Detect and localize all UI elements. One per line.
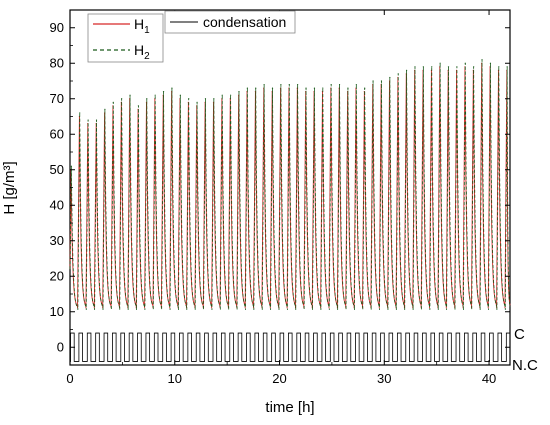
peak-point-h2	[355, 83, 357, 86]
peak-point-h2	[79, 112, 81, 114]
peak-point-h2	[146, 98, 148, 100]
peak-point-h2	[204, 98, 207, 100]
peak-point-h2	[397, 73, 399, 75]
y-tick-label: 90	[50, 20, 64, 35]
legend-label-condensation: condensation	[203, 14, 286, 30]
peak-point-h2	[456, 66, 458, 68]
peak-point-h2	[330, 83, 332, 86]
y-tick-label: 70	[50, 91, 64, 106]
legend-label-h2: H2	[134, 42, 150, 62]
ticks-layer: 0 10 20 30 40 50 60 70 80 90 0 10 20 30 40	[50, 9, 510, 386]
peak-point-h2	[481, 59, 483, 61]
x-tick-label: 40	[482, 371, 496, 386]
peak-point-h2	[70, 165, 72, 167]
legend: H1 H2 condensation	[87, 10, 296, 63]
peak-point-h2	[506, 66, 508, 68]
peak-point-h2	[87, 119, 89, 121]
peak-point-h2	[322, 87, 324, 89]
peak-point-h2	[188, 98, 190, 100]
peak-point-h2	[230, 94, 232, 96]
x-tick-label: 10	[168, 371, 182, 386]
x-tick-label: 30	[377, 371, 391, 386]
x-axis-title: time [h]	[265, 399, 314, 416]
peak-point-h2	[255, 87, 257, 89]
legend-box-1	[87, 13, 164, 63]
legend-label-h1: H1	[134, 16, 150, 36]
peak-point-h2	[431, 66, 433, 68]
peak-point-h2	[154, 94, 156, 96]
peak-point-h2	[489, 62, 492, 64]
y-axis-title: H [g/m³]	[1, 161, 18, 214]
peak-point-h2	[171, 87, 173, 89]
peak-point-h2	[498, 66, 500, 68]
y-tick-label: 10	[50, 304, 64, 319]
series-layer	[69, 59, 511, 362]
peak-point-h2	[129, 94, 131, 96]
y-tick-label: 20	[50, 268, 64, 283]
peak-point-h2	[179, 94, 181, 96]
x-tick-label: 0	[66, 371, 73, 386]
peak-point-h2	[389, 76, 391, 79]
legend-box-2	[164, 10, 296, 34]
peak-point-h2	[271, 87, 274, 89]
peak-point-h2	[238, 91, 240, 93]
y-tick-label: 40	[50, 197, 64, 212]
peak-point-h2	[447, 66, 450, 68]
peak-point-h2	[95, 119, 98, 121]
peak-point-h2	[313, 87, 316, 89]
series-h2	[69, 59, 511, 310]
peak-point-h2	[213, 98, 215, 100]
peak-point-h2	[414, 66, 416, 68]
peak-point-h2	[338, 83, 341, 86]
peak-point-h2	[288, 83, 290, 86]
peak-point-h2	[305, 87, 307, 89]
peak-point-h2	[112, 101, 114, 103]
series-condensation	[70, 332, 511, 362]
y-tick-label: 80	[50, 55, 64, 70]
peak-point-h2	[464, 62, 466, 64]
y-tick-label: 0	[57, 339, 64, 354]
peak-point-h2	[347, 87, 349, 89]
state-label-c: C	[514, 326, 525, 343]
peak-point-h2	[439, 62, 441, 64]
peak-point-h2	[221, 94, 223, 96]
y-tick-label: 30	[50, 233, 64, 248]
y-tick-label: 50	[50, 162, 64, 177]
peak-point-h2	[473, 66, 475, 68]
peak-point-h2	[280, 83, 282, 86]
peak-point-h2	[380, 80, 383, 82]
peak-point-h2	[246, 87, 248, 89]
peak-point-h2	[364, 87, 366, 89]
peak-point-h2	[121, 98, 123, 100]
y-tick-label: 60	[50, 126, 64, 141]
peak-point-h2	[297, 83, 299, 86]
peak-point-h2	[162, 91, 165, 93]
peak-point-h2	[104, 108, 106, 110]
x-tick-label: 20	[272, 371, 286, 386]
peak-point-h2	[196, 101, 198, 103]
peak-point-h2	[263, 83, 265, 86]
state-label-nc: N.C	[512, 357, 538, 374]
peak-point-h2	[137, 105, 140, 107]
peak-point-h2	[372, 80, 374, 82]
peak-point-h2	[406, 69, 408, 71]
peak-point-h2	[422, 66, 424, 68]
